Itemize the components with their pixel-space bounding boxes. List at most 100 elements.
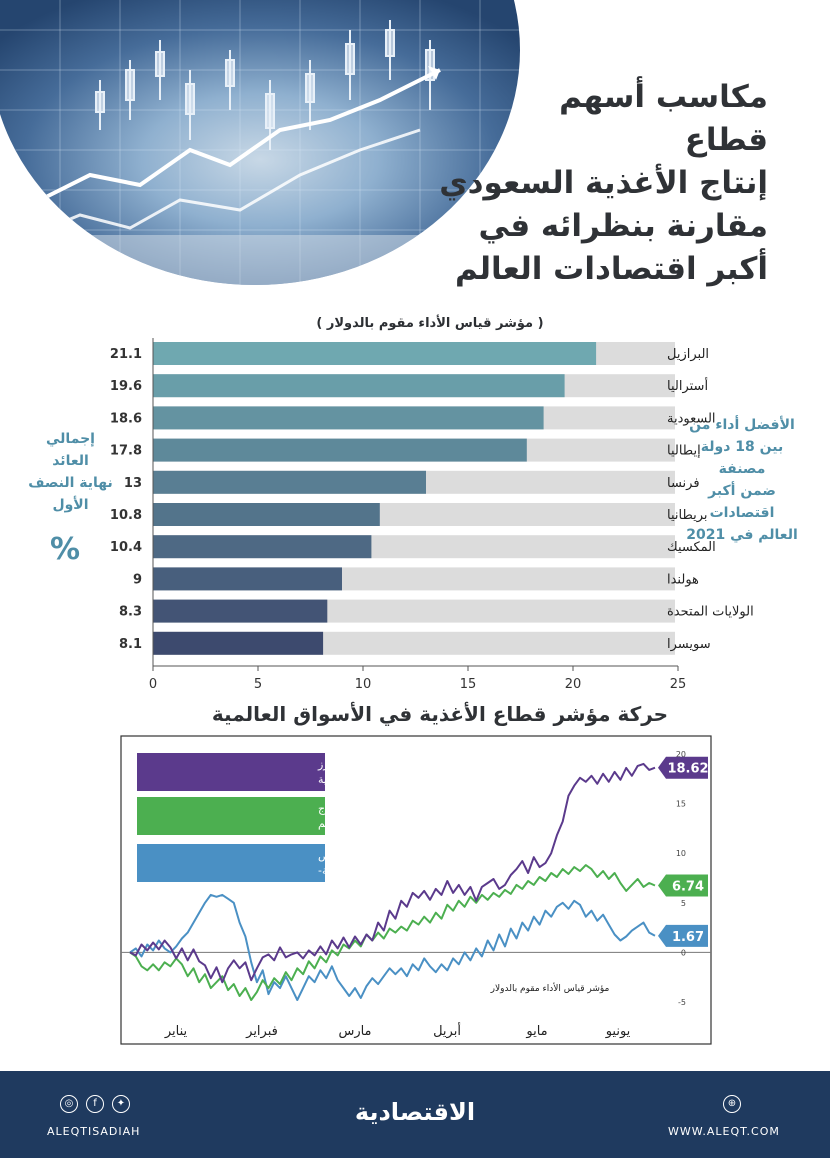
- bar-value-label: 13: [124, 476, 142, 491]
- bar: [153, 374, 565, 398]
- bar: [153, 438, 527, 462]
- instagram-icon[interactable]: ◎: [60, 1095, 78, 1113]
- x-tick-label: 20: [565, 677, 582, 692]
- twitter-icon[interactable]: ✦: [112, 1095, 130, 1113]
- legend-label: مؤشر (إم إس سي اي) الخاص: [318, 849, 458, 862]
- right-note-line: اقتصادات: [709, 505, 775, 521]
- globe-icon[interactable]: ⊕: [723, 1095, 741, 1113]
- end-label: 1.67: [658, 924, 708, 947]
- bar-value-label: 21.1: [110, 347, 142, 362]
- bar-category-label: البرازيل: [667, 347, 709, 362]
- series-line: [129, 893, 656, 1001]
- left-note: إجمالي العائد نهاية النصف الأول: [18, 428, 123, 516]
- bar-value-label: 17.8: [110, 444, 142, 459]
- bar-category-label: أستراليا: [667, 377, 708, 394]
- x-tick-label: 15: [460, 677, 477, 692]
- legend-label: بالأغذية والمشروبات-الأسواق الناشئة-: [318, 863, 489, 877]
- x-tick-label: 5: [254, 677, 262, 692]
- bar-category-label: السعودية: [667, 411, 716, 426]
- end-label-value: 6.74: [672, 880, 704, 895]
- logo: الاقتصادية: [354, 1098, 476, 1126]
- bar-value-label: 19.6: [110, 379, 142, 394]
- end-label-value: 18.62: [667, 762, 708, 777]
- end-label: 6.74: [658, 874, 708, 897]
- bar-value-label: 10.4: [110, 540, 142, 555]
- bar-value-label: 8.3: [119, 605, 142, 620]
- headline-line-3: إنتاج الأغذية السعودي: [439, 165, 768, 201]
- y-tick-label: 10: [676, 849, 686, 858]
- x-axis-label: مارس: [338, 1024, 371, 1039]
- bar: [153, 631, 324, 655]
- x-tick-label: 0: [149, 677, 157, 692]
- bar: [153, 342, 597, 365]
- x-axis-label: يناير: [164, 1024, 188, 1039]
- bar-value-label: 9: [133, 572, 142, 587]
- x-axis-label: يونيو: [605, 1024, 631, 1039]
- legend-box: [137, 797, 325, 835]
- bar-value-label: 10.8: [110, 508, 142, 523]
- left-note-line: العائد: [52, 453, 89, 469]
- line-chart-title: حركة مؤشر قطاع الأغذية في الأسواق العالم…: [211, 702, 669, 726]
- bar-value-label: 8.1: [119, 637, 142, 652]
- x-axis-label: مايو: [525, 1024, 547, 1039]
- line-chart: 20 15 10 5 0 -5 يناير فبراير مارس أبريل مايو يونيو م…: [120, 735, 712, 1045]
- hero-image: [0, 0, 520, 285]
- bar-chart: البرازيل 21.1 أستراليا 19.6 السعودية 18.6 إيطا…: [110, 338, 754, 692]
- bar: [153, 567, 342, 591]
- right-note-line: العالم في 2021: [686, 527, 798, 543]
- x-tick-label: 25: [670, 677, 687, 692]
- right-note: الأفضل أداء من بين 18 دولة مصنفة ضمن أكب…: [682, 414, 802, 546]
- right-note-line: الأفضل أداء من: [689, 417, 795, 433]
- headline: مكاسب أسهم قطاع إنتاج الأغذية السعودي مق…: [408, 76, 768, 291]
- headline-line-4: مقارنة بنظرائه في: [478, 208, 768, 244]
- bar: [153, 406, 544, 430]
- bar-category-label: سويسرا: [667, 637, 711, 652]
- bar-category-label: بريطانيا: [667, 508, 708, 523]
- legend-label: للأغذية والمشروبات السعودية: [318, 772, 453, 786]
- right-note-line: بين 18 دولة: [700, 439, 784, 455]
- legend-box: [137, 844, 325, 882]
- series-line: [129, 762, 656, 984]
- legend-label: مؤشر (إم إس سي آي) الخاص بإنتاج: [318, 801, 484, 815]
- x-axis-label: أبريل: [433, 1022, 461, 1039]
- legend-label: مؤشر ستاندرد آند بورز: [317, 757, 422, 771]
- y-tick-label: 5: [681, 899, 686, 908]
- axis-note: مؤشر قياس الأداء مقوم بالدولار: [490, 982, 610, 994]
- bar-category-label: الولايات المتحدة: [667, 605, 754, 620]
- left-note-line: الأول: [52, 497, 89, 513]
- website-link[interactable]: WWW.ALEQT.COM: [668, 1125, 780, 1138]
- left-note-line: نهاية النصف: [28, 475, 113, 491]
- y-tick-label: 20: [676, 750, 686, 759]
- end-label-value: 1.67: [672, 930, 704, 945]
- end-label-box: [658, 874, 708, 897]
- bar-chart-subtitle: ( مؤشر قياس الأداء مقوم بالدولار ): [316, 316, 544, 331]
- bar: [153, 599, 328, 623]
- legend-box: [137, 753, 325, 791]
- bar: [153, 503, 380, 526]
- bar-category-label: هولندا: [667, 572, 699, 587]
- bar-value-label: 18.6: [110, 411, 142, 426]
- bar: [153, 470, 426, 494]
- right-note-line: مصنفة: [718, 461, 766, 477]
- right-note-line: ضمن أكبر: [708, 483, 776, 499]
- x-tick-label: 10: [355, 677, 372, 692]
- headline-line-2: قطاع: [684, 122, 768, 158]
- y-tick-label: 0: [681, 948, 686, 957]
- bar-category-label: فرنسا: [667, 476, 700, 491]
- x-axis-label: فبراير: [245, 1024, 278, 1039]
- end-label: 18.62: [658, 756, 709, 779]
- headline-line-1: مكاسب أسهم: [559, 79, 768, 115]
- end-label-box: [658, 924, 708, 947]
- series-line: [129, 864, 656, 1001]
- y-tick-label: 15: [676, 800, 686, 809]
- end-label-box: [658, 756, 708, 779]
- headline-line-5: أكبر اقتصادات العالم: [455, 251, 768, 287]
- left-note-line: إجمالي: [46, 431, 95, 447]
- social-handle[interactable]: ALEQTISADIAH: [47, 1125, 141, 1138]
- bar-category-label: المكسيك: [667, 540, 716, 555]
- percent-sign: %: [49, 532, 81, 567]
- y-tick-label: -5: [678, 998, 686, 1007]
- legend-label: الأغذية لأسواق جميع دول العالم: [318, 816, 461, 830]
- bar: [153, 535, 372, 559]
- facebook-icon[interactable]: f: [86, 1095, 104, 1113]
